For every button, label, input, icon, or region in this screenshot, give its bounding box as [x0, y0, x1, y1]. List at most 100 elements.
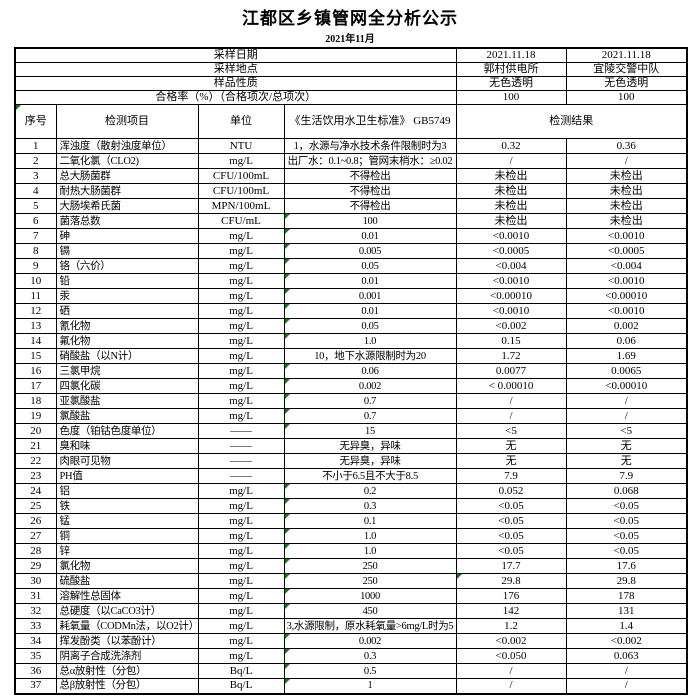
table-row: 18 亚氯酸盐 mg/L 0.7//: [14, 393, 688, 409]
pass-rate-2: 100: [565, 90, 688, 105]
unit: mg/L: [197, 333, 285, 349]
result-2: 0.06: [565, 333, 688, 349]
result-2: <0.0010: [565, 303, 688, 319]
table-row: 12 硒 mg/L 0.01 <0.0010 <0.0010: [14, 303, 688, 319]
unit: mg/L: [197, 513, 285, 529]
table-row: 1 浑浊度（散射浊度单位） NTU 1，水源与净水技术条件限制时为3 0.32 0.36: [14, 138, 688, 154]
unit: ——: [197, 423, 285, 439]
table-row: 29 氯化物 mg/L 250 17.7 17.6: [14, 558, 688, 574]
standard-limit: 0.7: [283, 393, 457, 409]
excel-flag-icon: [285, 634, 290, 639]
unit: mg/L: [197, 228, 285, 244]
unit: mg/L: [197, 648, 285, 664]
unit: mg/L: [197, 393, 285, 409]
item-name: 三氯甲烷: [55, 363, 199, 379]
info-row-pass-rate: 合格率（%）（合格项次/总项次） 100 100: [14, 90, 688, 105]
result-2: /: [565, 663, 688, 679]
unit: mg/L: [197, 483, 285, 499]
result-2: <0.05: [565, 513, 688, 529]
excel-flag-icon: [285, 304, 290, 309]
excel-flag-icon: [285, 364, 290, 369]
table-row: 13 氰化物 mg/L 0.05 <0.002 0.002: [14, 318, 688, 334]
table-row: 30 硫酸盐 mg/L 250 29.8 29.8: [14, 573, 688, 589]
result-2: <0.00010: [565, 378, 688, 394]
standard-limit: 不得检出: [283, 198, 457, 214]
result-1: 未检出: [455, 198, 567, 214]
result-2: 178: [565, 588, 688, 604]
row-number: 6: [14, 213, 57, 229]
info-label: 样品性质: [14, 76, 457, 91]
result-1: /: [455, 678, 567, 694]
unit: mg/L: [197, 558, 285, 574]
result-2: 无: [565, 438, 688, 454]
col-header-standard: 《生活饮用水卫生标准》 GB5749: [283, 104, 457, 139]
excel-flag-icon: [285, 514, 290, 519]
result-1: 142: [455, 603, 567, 619]
result-2: 0.063: [565, 648, 688, 664]
standard-limit: 0.7: [283, 408, 457, 424]
item-name: 菌落总数: [55, 213, 199, 229]
row-number: 5: [14, 198, 57, 214]
standard-limit: 0.2: [283, 483, 457, 499]
report-month: 2021年11月: [325, 34, 375, 45]
result-2: <0.05: [565, 498, 688, 514]
excel-flag-icon: [285, 259, 290, 264]
result-2: <0.0010: [565, 273, 688, 289]
col-header-item: 检测项目: [55, 104, 199, 139]
result-1: <0.004: [455, 258, 567, 274]
table-row: 19 氯酸盐 mg/L 0.7//: [14, 408, 688, 424]
sample-location-2: 宜陵交警中队: [565, 62, 688, 77]
result-2: 131: [565, 603, 688, 619]
table-row: 21 臭和味 —— 无异臭，异味无无: [14, 438, 688, 454]
unit: CFU/100mL: [197, 183, 285, 199]
row-number: 25: [14, 498, 57, 514]
standard-limit: 10，地下水源限制时为20: [283, 348, 457, 364]
excel-flag-icon: [285, 499, 290, 504]
row-number: 26: [14, 513, 57, 529]
sample-date-1: 2021.11.18: [455, 47, 567, 63]
table-row: 4 耐热大肠菌群 CFU/100mL 不得检出 未检出 未检出: [14, 183, 688, 199]
row-number: 9: [14, 258, 57, 274]
row-number: 8: [14, 243, 57, 259]
col-header-result: 检测结果: [455, 104, 688, 139]
table-row: 35 阴离子合成洗涤剂 mg/L 0.3 <0.050 0.063: [14, 648, 688, 664]
result-1: 29.8: [455, 573, 567, 589]
table-row: 3 总大肠菌群 CFU/100mL 不得检出 未检出 未检出: [14, 168, 688, 184]
result-1: 无: [455, 453, 567, 469]
unit: mg/L: [197, 543, 285, 559]
unit: ——: [197, 453, 285, 469]
result-2: <0.00010: [565, 288, 688, 304]
info-row-sample-nature: 样品性质 无色透明 无色透明: [14, 76, 688, 91]
standard-limit: 15: [283, 423, 457, 439]
row-number: 15: [14, 348, 57, 364]
result-2: 29.8: [565, 573, 688, 589]
excel-flag-icon: [285, 544, 290, 549]
item-name: 铝: [55, 483, 199, 499]
standard-limit: 0.06: [283, 363, 457, 379]
row-number: 37: [14, 678, 57, 694]
info-row-sample-location: 采样地点 郭村供电所 宜陵交警中队: [14, 62, 688, 77]
item-name: 锰: [55, 513, 199, 529]
analysis-table: 采样日期 2021.11.18 2021.11.18 采样地点 郭村供电所 宜陵…: [14, 47, 688, 695]
row-number: 27: [14, 528, 57, 544]
unit: mg/L: [197, 258, 285, 274]
unit: mg/L: [197, 243, 285, 259]
table-row: 25 铁 mg/L 0.3 <0.05 <0.05: [14, 498, 688, 514]
excel-flag-icon: [285, 394, 290, 399]
unit: mg/L: [197, 588, 285, 604]
standard-limit: 250: [283, 558, 457, 574]
table-row: 10 铅 mg/L 0.01 <0.0010 <0.0010: [14, 273, 688, 289]
excel-flag-icon: [285, 574, 290, 579]
table-row: 33 耗氧量（CODMn法，以O2计） mg/L 3,水源限制，原水耗氧量>6mg/L…: [14, 618, 688, 634]
standard-limit: 不小于6.5且不大于8.5: [283, 468, 457, 484]
item-name: 氯酸盐: [55, 408, 199, 424]
standard-limit: 0.002: [283, 378, 457, 394]
result-1: <0.00010: [455, 288, 567, 304]
unit: CFU/mL: [197, 213, 285, 229]
unit: mg/L: [197, 153, 285, 169]
standard-limit: 0.001: [283, 288, 457, 304]
row-number: 31: [14, 588, 57, 604]
result-2: 17.6: [565, 558, 688, 574]
standard-limit: 3,水源限制，原水耗氧量>6mg/L时为5: [283, 618, 457, 634]
excel-flag-icon: [285, 229, 290, 234]
